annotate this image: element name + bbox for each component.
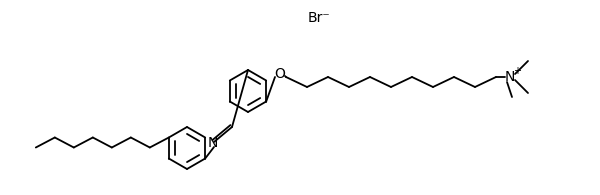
Text: O: O: [275, 67, 286, 81]
Text: Br⁻: Br⁻: [308, 11, 331, 25]
Text: N: N: [208, 136, 218, 150]
Text: +: +: [513, 66, 521, 76]
Text: N: N: [505, 70, 515, 84]
